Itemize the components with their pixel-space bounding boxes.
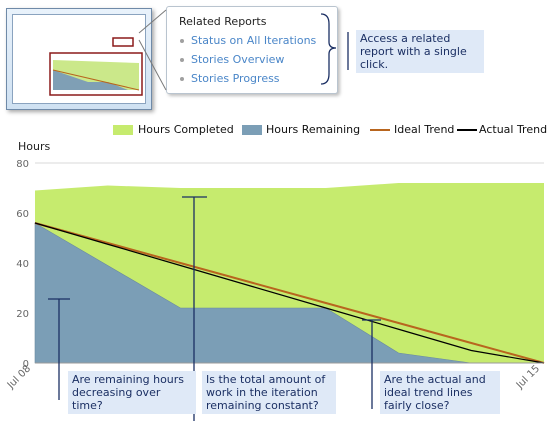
connector-line (138, 39, 167, 91)
thumbnail-highlight-related (112, 37, 134, 47)
bullet-icon (180, 58, 184, 62)
callout-remaining-hours: Are remaining hours decreasing over time… (68, 371, 196, 414)
thumbnail-highlight-chart (49, 52, 143, 96)
legend-label-hours-remaining: Hours Remaining (266, 123, 361, 136)
callout-related-reports: Access a related report with a single cl… (356, 30, 484, 73)
report-thumbnail[interactable] (6, 8, 152, 110)
legend-swatch-hours-remaining (242, 125, 262, 135)
legend-label-ideal-trend: Ideal Trend (394, 123, 455, 136)
y-tick-label: 20 (16, 309, 29, 320)
y-tick-label: 0 (23, 359, 29, 370)
bullet-icon (180, 39, 184, 43)
legend-swatch-ideal-trend (370, 129, 390, 131)
x-tick-label: Jul 15 (514, 363, 542, 391)
y-tick-label: 60 (16, 209, 29, 220)
brace-icon (320, 13, 337, 85)
related-report-label: Stories Progress (191, 72, 280, 85)
related-report-link-status-all-iterations[interactable]: Status on All Iterations (180, 34, 316, 47)
related-report-label: Stories Overview (191, 53, 285, 66)
related-report-label: Status on All Iterations (191, 34, 317, 47)
legend-swatch-actual-trend (457, 129, 477, 131)
x-tick-label: Jul 08 (5, 363, 33, 391)
y-axis-label: Hours (18, 140, 50, 153)
connector-line (138, 9, 167, 34)
related-report-link-stories-progress[interactable]: Stories Progress (180, 72, 280, 85)
related-report-link-stories-overview[interactable]: Stories Overview (180, 53, 284, 66)
y-tick-label: 40 (16, 259, 29, 270)
callout-trend-lines: Are the actual and ideal trend lines fai… (380, 371, 500, 414)
thumbnail-chart (49, 37, 143, 96)
bullet-icon (180, 77, 184, 81)
line-actual-trend (34, 222, 545, 364)
line-ideal-trend (34, 222, 545, 364)
callout-total-work: Is the total amount of work in the itera… (202, 371, 336, 414)
related-reports-title: Related Reports (179, 15, 267, 28)
related-reports-panel: Related Reports Status on All Iterations… (166, 6, 338, 94)
thumbnail-canvas (12, 14, 146, 104)
legend-label-hours-completed: Hours Completed (138, 123, 234, 136)
y-tick-label: 80 (16, 159, 29, 170)
thumbnail-trend-line (52, 69, 140, 91)
legend-swatch-hours-completed (113, 125, 133, 135)
thumbnail-remaining-area (53, 70, 128, 90)
legend-label-actual-trend: Actual Trend (479, 123, 548, 136)
